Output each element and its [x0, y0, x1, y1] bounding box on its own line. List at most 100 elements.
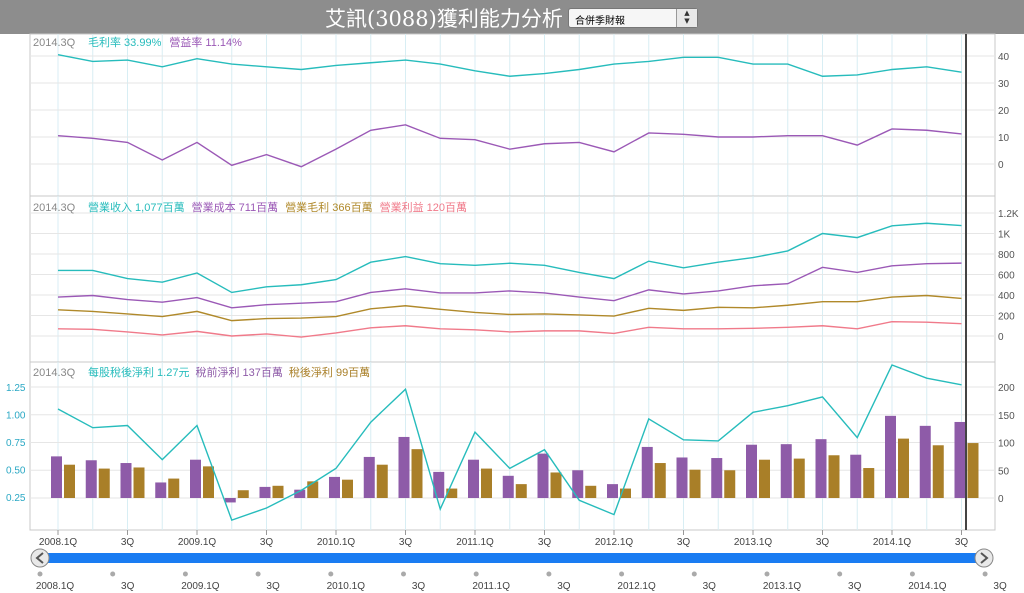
navigator-label: 2008.1Q	[36, 581, 75, 592]
x-tick-label: 3Q	[677, 537, 691, 548]
x-tick-label: 2013.1Q	[734, 537, 773, 548]
panel-frame	[29, 361, 996, 531]
series-line-每股稅後淨利	[57, 364, 962, 521]
y-tick-label: 20	[998, 106, 1010, 117]
legend-period: 2014.3Q	[33, 37, 76, 49]
navigator-label: 2011.1Q	[472, 581, 510, 592]
x-tick-label: 2012.1Q	[595, 537, 634, 548]
bar-稅前淨利	[85, 460, 97, 498]
bar-稅前淨利	[537, 453, 549, 498]
legend-item: 營業利益 120百萬	[380, 200, 467, 214]
bar-稅前淨利	[398, 436, 410, 498]
bar-稅前淨利	[433, 471, 445, 498]
navigator-dot	[182, 571, 188, 577]
y-tick-label: 1K	[998, 230, 1011, 241]
bar-稅後淨利	[237, 490, 249, 498]
x-tick-label: 3Q	[955, 537, 969, 548]
bar-稅前淨利	[294, 489, 306, 498]
bar-稅後淨利	[64, 464, 75, 498]
bar-稅前淨利	[224, 498, 236, 503]
navigator-range-bar[interactable]	[44, 553, 980, 563]
navigator-dot	[473, 571, 479, 577]
navigator-dot	[837, 571, 843, 577]
bar-稅後淨利	[133, 467, 145, 498]
bar-稅前淨利	[885, 415, 896, 498]
bar-稅前淨利	[363, 456, 375, 498]
period-select[interactable]: 合併季財報 ▲ ▼	[568, 8, 698, 28]
x-tick-label: 3Q	[816, 537, 830, 548]
legend-period: 2014.3Q	[33, 367, 76, 379]
bar-稅前淨利	[120, 463, 132, 498]
bar-稅後淨利	[828, 455, 840, 498]
x-tick-label: 2010.1Q	[317, 537, 356, 548]
bar-稅前淨利	[815, 439, 827, 498]
series-line-營業成本	[57, 262, 962, 309]
series-line-營益率	[57, 124, 962, 168]
navigator-dot	[401, 571, 406, 577]
bar-稅前淨利	[919, 425, 931, 498]
select-arrows-icon: ▲ ▼	[676, 9, 697, 27]
navigator-label: 2013.1Q	[763, 581, 802, 592]
y-left-tick-label: 0.75	[6, 438, 26, 449]
bar-稅後淨利	[654, 463, 666, 498]
y-tick-label: 800	[998, 250, 1015, 261]
chevron-right-icon	[980, 552, 989, 564]
bar-稅後淨利	[168, 478, 180, 498]
navigator-label: 2014.1Q	[908, 581, 947, 592]
y-tick-label: 200	[998, 312, 1015, 323]
chevron-right-icon[interactable]	[974, 548, 994, 568]
bar-稅前淨利	[51, 456, 62, 498]
y-tick-label: 0	[998, 332, 1004, 343]
legend-item: 營業成本 711百萬	[192, 200, 279, 214]
bar-稅前淨利	[746, 444, 757, 498]
bar-稅後淨利	[98, 468, 110, 498]
navigator-label: 3Q	[412, 581, 426, 592]
x-tick-label: 3Q	[121, 537, 135, 548]
bar-稅後淨利	[272, 485, 284, 498]
panel-frame	[29, 33, 996, 197]
legend-item: 稅前淨利 137百萬	[195, 365, 282, 379]
series-line-營業毛利	[57, 294, 962, 322]
y-tick-label: 600	[998, 271, 1015, 282]
y-left-tick-label: 0.50	[6, 466, 26, 477]
bar-稅後淨利	[932, 445, 944, 498]
navigator-label: 3Q	[703, 581, 717, 592]
bar-稅後淨利	[585, 485, 597, 498]
bar-稅後淨利	[376, 464, 388, 498]
bar-稅前淨利	[780, 444, 792, 498]
bar-稅後淨利	[967, 443, 979, 498]
navigator-dot	[546, 571, 552, 577]
legend-item: 營益率 11.14%	[169, 35, 242, 49]
y-tick-label: 0	[998, 160, 1004, 171]
navigator-right-handle[interactable]	[974, 548, 994, 568]
bar-稅前淨利	[502, 475, 514, 498]
x-tick-label: 2009.1Q	[178, 537, 217, 548]
legend-item: 稅後淨利 99百萬	[289, 365, 370, 379]
navigator-label: 3Q	[266, 581, 280, 592]
bar-稅前淨利	[711, 458, 723, 498]
y-right-tick-label: 150	[998, 411, 1015, 422]
bar-稅後淨利	[515, 484, 527, 498]
chevron-left-icon[interactable]	[30, 548, 50, 568]
legend-item: 毛利率 33.99%	[88, 35, 162, 49]
y-tick-label: 400	[998, 291, 1015, 302]
navigator-label: 2010.1Q	[327, 581, 366, 592]
x-tick-label: 2014.1Q	[873, 537, 912, 548]
navigator-left-handle[interactable]	[30, 548, 50, 568]
bar-稅後淨利	[620, 488, 631, 498]
bar-稅後淨利	[307, 481, 319, 498]
bar-稅後淨利	[898, 438, 909, 498]
bar-稅後淨利	[793, 458, 805, 498]
bar-稅後淨利	[550, 472, 562, 498]
page-title: 艾訊(3088)獲利能力分析	[325, 7, 563, 31]
navigator-label: 3Q	[557, 581, 571, 592]
navigator-dot	[982, 571, 988, 577]
bar-稅前淨利	[468, 459, 479, 498]
bar-稅後淨利	[481, 468, 492, 498]
navigator-dot	[909, 571, 915, 577]
bar-稅後淨利	[724, 470, 736, 498]
navigator-dot	[764, 571, 770, 577]
bar-稅前淨利	[954, 421, 966, 498]
bar-稅前淨利	[641, 446, 653, 498]
